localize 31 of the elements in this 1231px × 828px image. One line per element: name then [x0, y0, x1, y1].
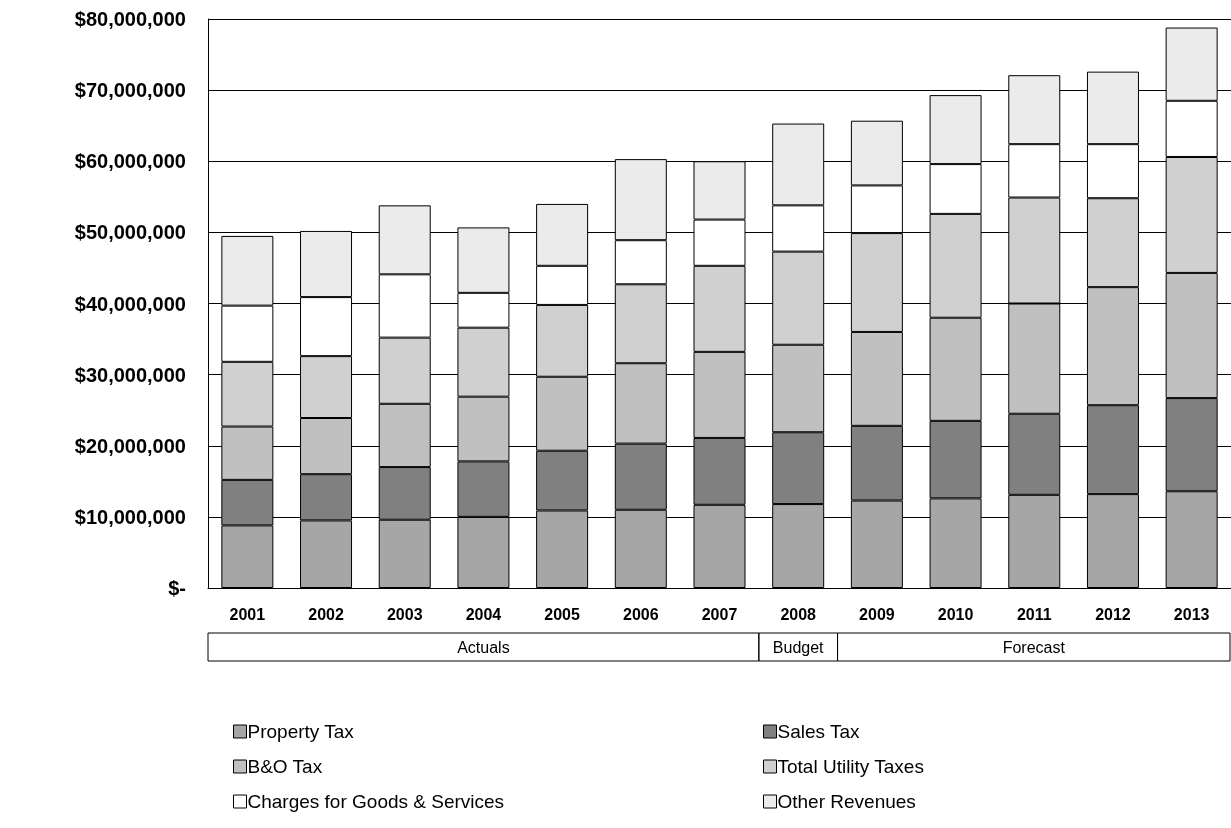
legend-label: Sales Tax	[777, 721, 861, 742]
y-tick-label: $80,000,000	[74, 8, 186, 30]
y-tick-label: $40,000,000	[74, 292, 186, 315]
x-tick-label: 2013	[1173, 605, 1210, 623]
text: Actuals	[457, 638, 510, 656]
x-tick-label: 2001	[229, 605, 266, 623]
x-tick-label: 2011	[1016, 605, 1052, 623]
legend-label: B&O Tax	[247, 756, 323, 777]
legend-label: Property Tax	[247, 721, 355, 742]
text: Forecast	[1002, 638, 1066, 656]
x-tick-label: 2004	[465, 605, 502, 623]
x-tick-label: 2002	[308, 605, 344, 623]
text: Budget	[772, 638, 825, 656]
x-tick-label: 2009	[859, 605, 895, 623]
x-tick-label: 2006	[623, 605, 659, 623]
legend-label: Total Utility Taxes	[777, 756, 924, 777]
x-tick-label: 2008	[780, 605, 817, 623]
x-tick-label: 2003	[386, 605, 423, 623]
y-tick-label: $-	[168, 577, 186, 599]
y-tick-label: $50,000,000	[74, 221, 186, 244]
x-tick-label: 2007	[701, 605, 738, 623]
x-tick-label: 2005	[544, 605, 581, 623]
x-tick-label: 2012	[1095, 605, 1131, 623]
legend-label: Charges for Goods & Services	[247, 791, 505, 812]
y-tick-label: $20,000,000	[74, 434, 186, 457]
x-tick-label: 2010	[937, 605, 974, 623]
y-tick-label: $60,000,000	[74, 150, 186, 173]
legend-label: Other Revenues	[777, 791, 916, 812]
y-tick-label: $70,000,000	[74, 79, 186, 102]
y-tick-label: $30,000,000	[74, 363, 186, 386]
y-tick-label: $10,000,000	[74, 505, 186, 528]
